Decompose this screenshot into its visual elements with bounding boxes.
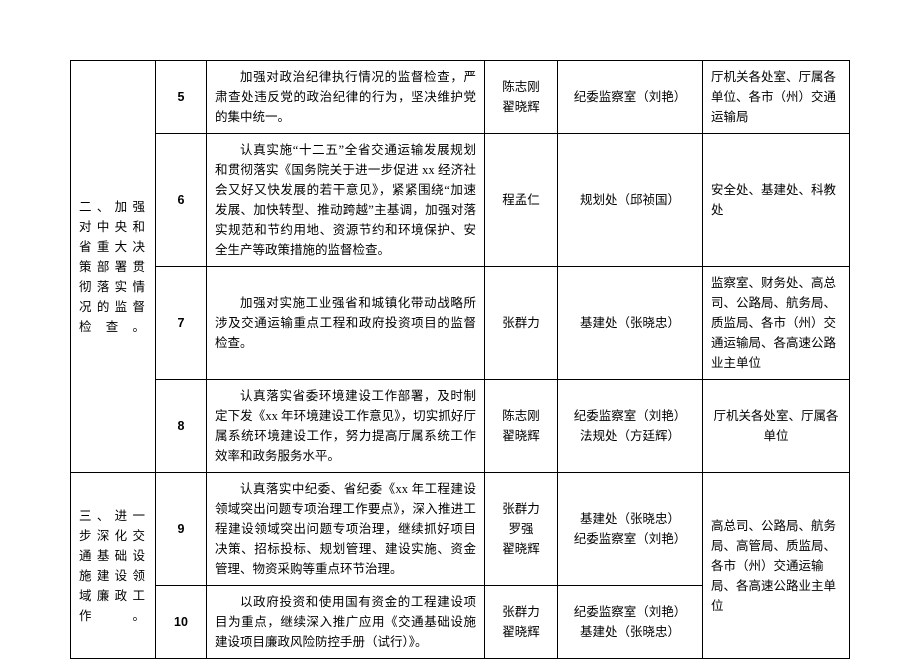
row-person: 程孟仁 bbox=[485, 134, 558, 267]
person-name: 陈志刚 bbox=[493, 77, 549, 97]
main-table: 二、加强对中央和省重大决策部署贯彻落实情况的监督检查。 5 加强对政治纪律执行情… bbox=[70, 60, 850, 659]
dept-name: 纪委监察室（刘艳） bbox=[566, 602, 694, 622]
person-name: 翟晓辉 bbox=[493, 97, 549, 117]
person-name: 翟晓辉 bbox=[493, 539, 549, 559]
table-row: 8 认真落实省委环境建设工作部署，及时制定下发《xx 年环境建设工作意见》，切实… bbox=[71, 380, 850, 473]
row-dept: 基建处（张晓忠） 纪委监察室（刘艳） bbox=[558, 473, 703, 586]
dept-name: 纪委监察室（刘艳） bbox=[566, 406, 694, 426]
row-dept: 纪委监察室（刘艳） 基建处（张晓忠） bbox=[558, 586, 703, 659]
person-name: 张群力 bbox=[493, 313, 549, 333]
table-row: 6 认真实施“十二五”全省交通运输发展规划和贯彻落实《国务院关于进一步促进 xx… bbox=[71, 134, 850, 267]
dept-name: 基建处（张晓忠） bbox=[566, 509, 694, 529]
dept-name: 基建处（张晓忠） bbox=[566, 622, 694, 642]
row-person: 张群力 bbox=[485, 267, 558, 380]
page-container: 二、加强对中央和省重大决策部署贯彻落实情况的监督检查。 5 加强对政治纪律执行情… bbox=[0, 0, 920, 651]
dept-name: 法规处（方廷辉） bbox=[566, 426, 694, 446]
row-dept: 纪委监察室（刘艳） bbox=[558, 61, 703, 134]
row-person: 张群力 罗强 翟晓辉 bbox=[485, 473, 558, 586]
person-name: 翟晓辉 bbox=[493, 426, 549, 446]
row-desc: 以政府投资和使用国有资金的工程建设项目为重点，继续深入推广应用《交通基础设施建设… bbox=[207, 586, 485, 659]
table-row: 二、加强对中央和省重大决策部署贯彻落实情况的监督检查。 5 加强对政治纪律执行情… bbox=[71, 61, 850, 134]
row-dept: 纪委监察室（刘艳） 法规处（方廷辉） bbox=[558, 380, 703, 473]
row-units: 监察室、财务处、高总司、公路局、航务局、质监局、各市（州）交通运输局、各高速公路… bbox=[703, 267, 850, 380]
section-cell-2: 二、加强对中央和省重大决策部署贯彻落实情况的监督检查。 bbox=[71, 61, 156, 473]
person-name: 张群力 bbox=[493, 499, 549, 519]
person-name: 罗强 bbox=[493, 519, 549, 539]
row-units: 高总司、公路局、航务局、高管局、质监局、各市（州）交通运输局、各高速公路业主单位 bbox=[703, 473, 850, 659]
row-desc: 加强对政治纪律执行情况的监督检查，严肃查处违反党的政治纪律的行为，坚决维护党的集… bbox=[207, 61, 485, 134]
row-number: 8 bbox=[156, 380, 207, 473]
row-dept: 规划处（邱祯国） bbox=[558, 134, 703, 267]
row-desc: 认真实施“十二五”全省交通运输发展规划和贯彻落实《国务院关于进一步促进 xx 经… bbox=[207, 134, 485, 267]
row-number: 9 bbox=[156, 473, 207, 586]
row-person: 陈志刚 翟晓辉 bbox=[485, 61, 558, 134]
row-desc: 认真落实中纪委、省纪委《xx 年工程建设领域突出问题专项治理工作要点》，深入推进… bbox=[207, 473, 485, 586]
row-units: 厅机关各处室、厅属各单位、各市（州）交通运输局 bbox=[703, 61, 850, 134]
row-person: 张群力 翟晓辉 bbox=[485, 586, 558, 659]
table-row: 7 加强对实施工业强省和城镇化带动战略所涉及交通运输重点工程和政府投资项目的监督… bbox=[71, 267, 850, 380]
dept-name: 纪委监察室（刘艳） bbox=[566, 529, 694, 549]
row-number: 5 bbox=[156, 61, 207, 134]
table-row: 三、进一步深化交通基础设施建设领域廉政工作。 9 认真落实中纪委、省纪委《xx … bbox=[71, 473, 850, 586]
row-number: 7 bbox=[156, 267, 207, 380]
row-units: 厅机关各处室、厅属各单位 bbox=[703, 380, 850, 473]
row-person: 陈志刚 翟晓辉 bbox=[485, 380, 558, 473]
row-units: 安全处、基建处、科教处 bbox=[703, 134, 850, 267]
row-desc: 加强对实施工业强省和城镇化带动战略所涉及交通运输重点工程和政府投资项目的监督检查… bbox=[207, 267, 485, 380]
person-name: 翟晓辉 bbox=[493, 622, 549, 642]
row-dept: 基建处（张晓忠） bbox=[558, 267, 703, 380]
section-cell-3: 三、进一步深化交通基础设施建设领域廉政工作。 bbox=[71, 473, 156, 659]
row-desc: 认真落实省委环境建设工作部署，及时制定下发《xx 年环境建设工作意见》，切实抓好… bbox=[207, 380, 485, 473]
row-number: 6 bbox=[156, 134, 207, 267]
person-name: 程孟仁 bbox=[493, 190, 549, 210]
row-number: 10 bbox=[156, 586, 207, 659]
person-name: 陈志刚 bbox=[493, 406, 549, 426]
person-name: 张群力 bbox=[493, 602, 549, 622]
